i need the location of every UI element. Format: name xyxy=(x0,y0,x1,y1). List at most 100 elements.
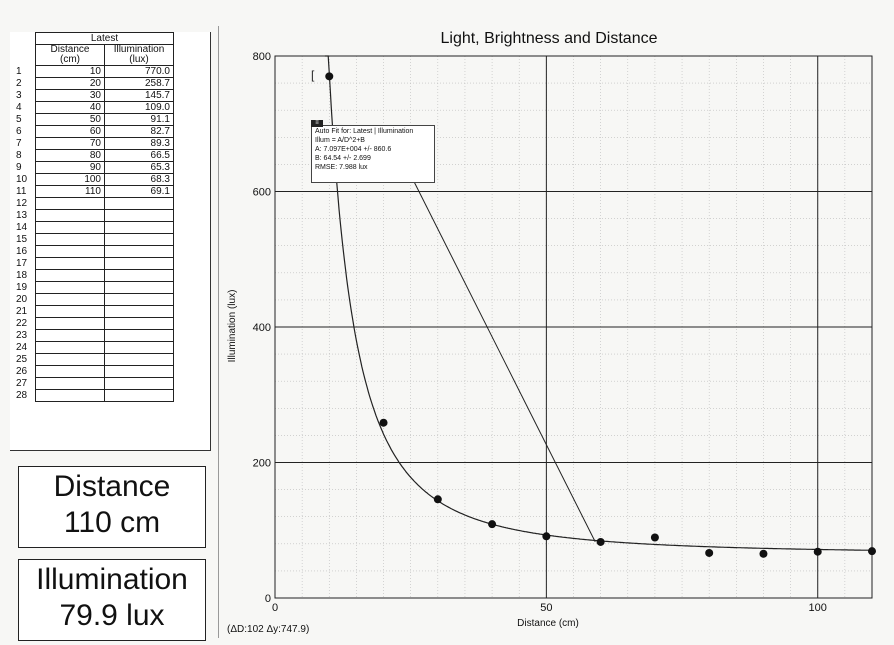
table-row[interactable]: 26 xyxy=(14,365,200,378)
illumination-cell[interactable]: 66.5 xyxy=(104,149,174,162)
distance-cell[interactable] xyxy=(35,221,105,234)
distance-cell[interactable] xyxy=(35,353,105,366)
distance-cell[interactable] xyxy=(35,341,105,354)
illumination-cell[interactable]: 69.1 xyxy=(104,185,174,198)
illumination-cell[interactable] xyxy=(104,245,174,258)
table-row[interactable]: 13 xyxy=(14,209,200,222)
illumination-cell[interactable] xyxy=(104,317,174,330)
table-row[interactable]: 28 xyxy=(14,389,200,402)
distance-cell[interactable]: 110 xyxy=(35,185,105,198)
table-row[interactable]: 4 40 109.0 xyxy=(14,101,200,114)
illumination-cell[interactable] xyxy=(104,341,174,354)
distance-cell[interactable] xyxy=(35,305,105,318)
auto-fit-box[interactable]: ≡ Auto Fit for: Latest | Illumination Il… xyxy=(311,120,435,183)
illumination-cell[interactable]: 91.1 xyxy=(104,113,174,126)
table-row[interactable]: 17 xyxy=(14,257,200,270)
illumination-column-header[interactable]: Illumination (lux) xyxy=(104,44,174,66)
illumination-cell[interactable]: 82.7 xyxy=(104,125,174,138)
distance-cell[interactable] xyxy=(35,197,105,210)
table-row[interactable]: 1 10 770.0 xyxy=(14,65,200,78)
distance-cell[interactable] xyxy=(35,365,105,378)
table-row[interactable]: 27 xyxy=(14,377,200,390)
table-row[interactable]: 21 xyxy=(14,305,200,318)
extra-cell xyxy=(173,113,200,126)
table-row[interactable]: 7 70 89.3 xyxy=(14,137,200,150)
distance-cell[interactable] xyxy=(35,281,105,294)
row-number: 24 xyxy=(16,342,28,353)
distance-cell[interactable]: 80 xyxy=(35,149,105,162)
table-row[interactable]: 10 100 68.3 xyxy=(14,173,200,186)
illumination-cell[interactable] xyxy=(104,233,174,246)
distance-cell[interactable] xyxy=(35,257,105,270)
illumination-cell[interactable]: 109.0 xyxy=(104,101,174,114)
table-row[interactable]: 16 xyxy=(14,245,200,258)
illumination-cell[interactable]: 145.7 xyxy=(104,89,174,102)
bracket-marker[interactable]: [ xyxy=(311,68,315,82)
distance-cell[interactable] xyxy=(35,233,105,246)
distance-cell[interactable]: 70 xyxy=(35,137,105,150)
distance-cell[interactable] xyxy=(35,329,105,342)
table-row[interactable]: 18 xyxy=(14,269,200,282)
row-number: 9 xyxy=(16,162,22,173)
chart-panel[interactable]: Light, Brightness and Distance 0 50 100 0 20… xyxy=(218,26,889,638)
distance-cell[interactable]: 10 xyxy=(35,65,105,78)
illumination-cell[interactable]: 770.0 xyxy=(104,65,174,78)
distance-cell[interactable]: 40 xyxy=(35,101,105,114)
illumination-cell[interactable] xyxy=(104,389,174,402)
table-row[interactable]: 9 90 65.3 xyxy=(14,161,200,174)
table-row[interactable]: 3 30 145.7 xyxy=(14,89,200,102)
table-row[interactable]: 6 60 82.7 xyxy=(14,125,200,138)
data-point xyxy=(433,495,442,504)
distance-cell[interactable]: 50 xyxy=(35,113,105,126)
axes-layer: 0 50 100 0 200 400 600 800 xyxy=(253,51,873,614)
table-row[interactable]: 11 110 69.1 xyxy=(14,185,200,198)
illumination-cell[interactable] xyxy=(104,209,174,222)
illumination-cell[interactable] xyxy=(104,269,174,282)
table-row[interactable]: 2 20 258.7 xyxy=(14,77,200,90)
distance-cell[interactable]: 60 xyxy=(35,125,105,138)
table-row[interactable]: 23 xyxy=(14,329,200,342)
distance-cell[interactable] xyxy=(35,209,105,222)
distance-cell[interactable] xyxy=(35,317,105,330)
illumination-cell[interactable]: 68.3 xyxy=(104,173,174,186)
row-number: 18 xyxy=(16,270,28,281)
table-row[interactable]: 8 80 66.5 xyxy=(14,149,200,162)
distance-cell[interactable]: 90 xyxy=(35,161,105,174)
illumination-readout-value: 79.9 lux xyxy=(59,599,165,632)
table-row[interactable]: 22 xyxy=(14,317,200,330)
illumination-cell[interactable] xyxy=(104,221,174,234)
distance-cell[interactable]: 30 xyxy=(35,89,105,102)
distance-cell[interactable] xyxy=(35,293,105,306)
illumination-cell[interactable] xyxy=(104,197,174,210)
distance-column-header[interactable]: Distance (cm) xyxy=(35,44,105,66)
table-row[interactable]: 25 xyxy=(14,353,200,366)
table-row[interactable]: 12 xyxy=(14,197,200,210)
distance-cell[interactable] xyxy=(35,377,105,390)
extra-cell xyxy=(173,125,200,138)
distance-cell[interactable]: 20 xyxy=(35,77,105,90)
distance-cell[interactable] xyxy=(35,389,105,402)
table-row[interactable]: 24 xyxy=(14,341,200,354)
illumination-cell[interactable] xyxy=(104,353,174,366)
table-row[interactable]: 19 xyxy=(14,281,200,294)
chart-svg[interactable]: Light, Brightness and Distance 0 50 100 0 20… xyxy=(219,26,889,638)
illumination-cell[interactable] xyxy=(104,377,174,390)
fit-box-icon[interactable]: ≡ xyxy=(311,120,323,127)
illumination-cell[interactable] xyxy=(104,329,174,342)
table-row[interactable]: 14 xyxy=(14,221,200,234)
illumination-cell[interactable]: 89.3 xyxy=(104,137,174,150)
illumination-cell[interactable] xyxy=(104,257,174,270)
illumination-cell[interactable]: 65.3 xyxy=(104,161,174,174)
table-row[interactable]: 20 xyxy=(14,293,200,306)
illumination-cell[interactable] xyxy=(104,293,174,306)
illumination-cell[interactable] xyxy=(104,281,174,294)
distance-cell[interactable]: 100 xyxy=(35,173,105,186)
y-tick-label: 800 xyxy=(253,51,271,63)
distance-cell[interactable] xyxy=(35,269,105,282)
illumination-cell[interactable] xyxy=(104,365,174,378)
table-row[interactable]: 5 50 91.1 xyxy=(14,113,200,126)
illumination-cell[interactable] xyxy=(104,305,174,318)
illumination-cell[interactable]: 258.7 xyxy=(104,77,174,90)
table-row[interactable]: 15 xyxy=(14,233,200,246)
distance-cell[interactable] xyxy=(35,245,105,258)
